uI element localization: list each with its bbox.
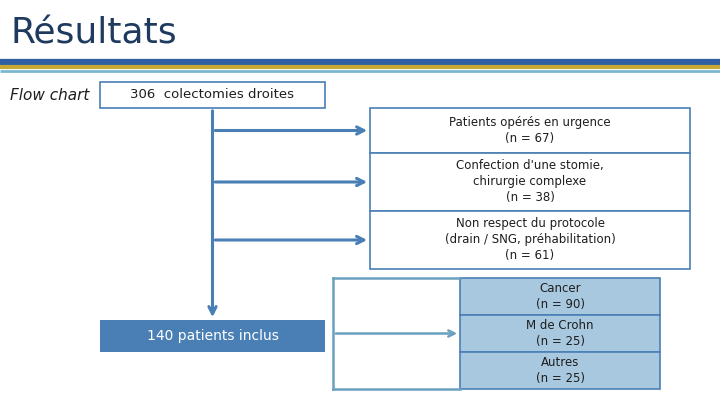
Text: Patients opérés en urgence
(n = 67): Patients opérés en urgence (n = 67)	[449, 116, 611, 145]
Bar	[100, 82, 325, 108]
Bar	[370, 211, 690, 269]
Bar	[460, 278, 660, 315]
Bar	[460, 352, 660, 389]
Bar	[370, 108, 690, 153]
Bar	[100, 320, 325, 352]
Text: Non respect du protocole
(drain / SNG, préhabilitation)
(n = 61): Non respect du protocole (drain / SNG, p…	[445, 217, 616, 262]
Text: M de Crohn
(n = 25): M de Crohn (n = 25)	[526, 319, 594, 348]
Text: Autres
(n = 25): Autres (n = 25)	[536, 356, 585, 385]
Text: 140 patients inclus: 140 patients inclus	[147, 329, 279, 343]
Bar	[460, 315, 660, 352]
Text: 306  colectomies droites: 306 colectomies droites	[130, 89, 294, 102]
Text: Flow chart: Flow chart	[10, 87, 89, 102]
Text: Confection d'une stomie,
chirurgie complexe
(n = 38): Confection d'une stomie, chirurgie compl…	[456, 160, 604, 205]
Text: Résultats: Résultats	[10, 17, 176, 51]
Text: Cancer
(n = 90): Cancer (n = 90)	[536, 282, 585, 311]
Bar	[370, 153, 690, 211]
